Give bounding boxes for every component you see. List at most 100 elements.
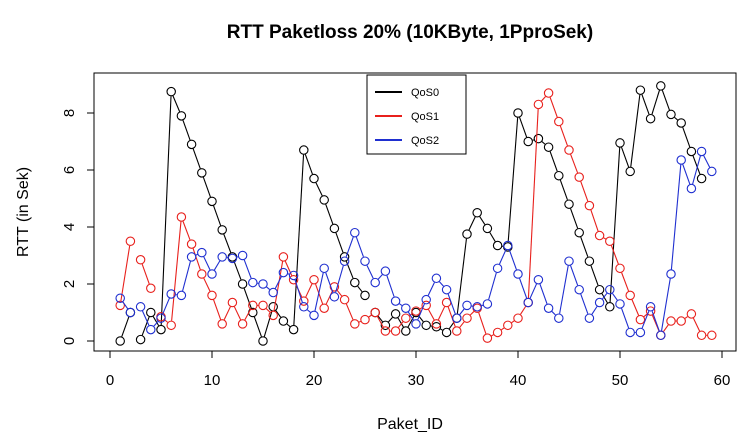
- series-line-segment: [244, 309, 252, 321]
- data-point: [421, 294, 431, 305]
- data-point: [533, 133, 544, 144]
- series-line-segment: [570, 208, 579, 229]
- data-point: [441, 297, 452, 308]
- data-point: [360, 290, 370, 301]
- data-point: [574, 227, 584, 238]
- data-point: [421, 320, 431, 331]
- data-point: [513, 313, 523, 323]
- data-point: [329, 223, 340, 234]
- series-line-segment: [447, 306, 456, 327]
- series-line-segment: [630, 94, 641, 167]
- data-point: [543, 88, 554, 98]
- data-point: [554, 170, 564, 181]
- data-point: [207, 269, 217, 279]
- data-point: [635, 85, 646, 95]
- series-line-segment: [233, 261, 242, 280]
- series-line-segment: [551, 311, 556, 316]
- series-line-segment: [621, 308, 630, 329]
- series-line-segment: [399, 303, 403, 307]
- series-layer: [115, 81, 717, 346]
- series-line-segment: [507, 117, 519, 243]
- data-point: [635, 327, 646, 338]
- data-point: [645, 113, 656, 124]
- data-point: [268, 287, 278, 298]
- data-point: [156, 313, 166, 323]
- series-line-segment: [366, 265, 374, 279]
- data-point: [248, 277, 258, 288]
- series-line-segment: [325, 272, 334, 293]
- data-point: [696, 146, 707, 157]
- data-point: [656, 81, 666, 91]
- data-point: [666, 269, 676, 279]
- series-line-segment: [304, 154, 313, 175]
- data-point: [666, 109, 676, 120]
- data-point: [156, 324, 166, 335]
- data-point: [645, 302, 656, 312]
- series-line-segment: [182, 221, 191, 240]
- data-point: [268, 310, 278, 321]
- data-point: [135, 334, 146, 345]
- series-line-segment: [529, 283, 538, 299]
- series-line-segment: [336, 290, 343, 297]
- data-point: [594, 284, 605, 295]
- data-point: [237, 279, 248, 289]
- data-point: [676, 316, 686, 326]
- data-point: [431, 319, 442, 329]
- y-tick-label: 2: [61, 280, 78, 288]
- series-line-segment: [631, 299, 640, 316]
- series-line-segment: [162, 298, 170, 315]
- series-line-segment: [213, 205, 222, 226]
- data-point: [625, 290, 635, 301]
- data-point: [503, 240, 513, 251]
- data-point: [411, 319, 421, 329]
- data-point: [554, 313, 564, 323]
- data-point: [615, 138, 625, 148]
- series-line-segment: [263, 311, 273, 337]
- series-line-segment: [478, 312, 487, 334]
- series-line-segment: [243, 288, 252, 309]
- data-point: [462, 313, 472, 323]
- data-point: [605, 236, 615, 247]
- data-point: [197, 247, 207, 258]
- series-line-segment: [703, 155, 711, 168]
- series-line-segment: [519, 278, 528, 299]
- series-line-segment: [580, 293, 589, 315]
- series-line-segment: [152, 316, 160, 326]
- data-point: [492, 327, 503, 338]
- series-line-segment: [213, 299, 222, 320]
- series-line-segment: [386, 275, 395, 297]
- data-point: [676, 155, 686, 165]
- series-line-segment: [223, 306, 231, 320]
- data-point: [625, 166, 635, 177]
- series-line-segment: [663, 324, 669, 332]
- series-line-segment: [345, 236, 354, 258]
- series-line-segment: [603, 237, 607, 240]
- data-point: [401, 303, 411, 313]
- y-tick-label: 4: [61, 223, 78, 231]
- series-line-segment: [469, 311, 475, 316]
- data-point: [605, 284, 615, 295]
- data-point: [482, 299, 493, 309]
- series-line-segment: [335, 232, 344, 253]
- series-line-segment: [491, 334, 494, 337]
- series-line-segment: [437, 306, 446, 320]
- series-qos2: [115, 146, 717, 341]
- series-line-segment: [397, 317, 404, 328]
- series-line-segment: [418, 315, 424, 323]
- series-line-segment: [580, 236, 589, 258]
- legend-label: QoS0: [411, 87, 439, 99]
- data-point: [380, 326, 391, 336]
- series-line-segment: [253, 316, 262, 337]
- series-line-segment: [468, 216, 476, 231]
- series-line-segment: [355, 236, 364, 258]
- data-point: [533, 99, 544, 110]
- x-tick-label: 50: [612, 372, 629, 389]
- series-line-segment: [539, 283, 548, 305]
- series-line-segment: [377, 274, 383, 280]
- data-point: [278, 252, 289, 262]
- series-line-segment: [192, 148, 201, 169]
- series-line-segment: [590, 209, 599, 232]
- data-point: [288, 274, 299, 285]
- x-tick-label: 60: [714, 372, 731, 389]
- x-tick-label: 10: [204, 372, 221, 389]
